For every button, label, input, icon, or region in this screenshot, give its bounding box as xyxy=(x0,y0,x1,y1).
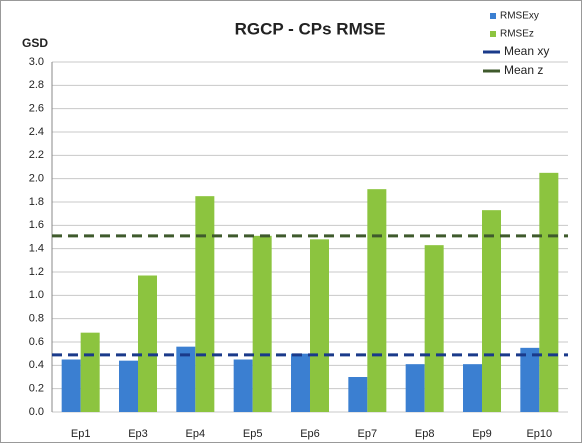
x-tick-label: Ep3 xyxy=(128,428,148,440)
y-tick-label: 3.0 xyxy=(29,56,44,68)
x-tick-label: Ep1 xyxy=(71,428,91,440)
legend-label: RMSEz xyxy=(500,29,534,40)
y-tick-label: 2.6 xyxy=(29,103,44,115)
y-tick-label: 2.2 xyxy=(29,149,44,161)
y-tick-label: 0.0 xyxy=(29,406,44,418)
legend-label: RMSExy xyxy=(500,11,539,22)
y-tick-label: 2.8 xyxy=(29,79,44,91)
bar xyxy=(252,235,272,412)
y-tick-label: 1.4 xyxy=(29,243,44,255)
bar xyxy=(539,172,559,412)
y-tick-label: 1.2 xyxy=(29,266,44,278)
y-tick-label: 1.0 xyxy=(29,289,44,301)
x-tick-label: Ep4 xyxy=(186,428,206,440)
bar xyxy=(176,346,196,412)
bar xyxy=(348,377,368,412)
bar xyxy=(119,360,138,412)
legend-swatch xyxy=(490,31,496,37)
bar xyxy=(195,196,215,412)
x-tick-label: Ep9 xyxy=(472,428,492,440)
bar xyxy=(463,364,482,412)
legend-swatch xyxy=(490,13,496,19)
bar xyxy=(310,239,329,412)
y-tick-label: 2.4 xyxy=(29,126,44,138)
y-tick-label: 0.2 xyxy=(29,383,44,395)
y-tick-label: 1.6 xyxy=(29,219,44,231)
legend-label: Mean z xyxy=(504,63,543,77)
y-tick-label: 1.8 xyxy=(29,196,44,208)
y-tick-label: 0.8 xyxy=(29,313,44,325)
y-axis-label: GSD xyxy=(22,36,48,50)
y-tick-label: 0.4 xyxy=(29,359,44,371)
legend-label: Mean xy xyxy=(504,44,549,58)
bar xyxy=(367,189,387,412)
bar xyxy=(61,359,81,412)
x-tick-label: Ep6 xyxy=(300,428,320,440)
x-tick-label: Ep8 xyxy=(415,428,435,440)
y-tick-label: 2.0 xyxy=(29,173,44,185)
bar xyxy=(233,359,253,412)
x-tick-label: Ep10 xyxy=(526,428,552,440)
x-tick-label: Ep7 xyxy=(358,428,378,440)
chart-title: RGCP - CPs RMSE xyxy=(235,19,386,38)
bar xyxy=(520,347,540,412)
x-tick-label: Ep5 xyxy=(243,428,263,440)
y-tick-label: 0.6 xyxy=(29,336,44,348)
bar xyxy=(482,210,501,412)
bar xyxy=(80,332,100,412)
bar xyxy=(405,364,425,412)
bar xyxy=(291,353,310,412)
bar xyxy=(424,245,444,412)
bar xyxy=(138,275,157,412)
